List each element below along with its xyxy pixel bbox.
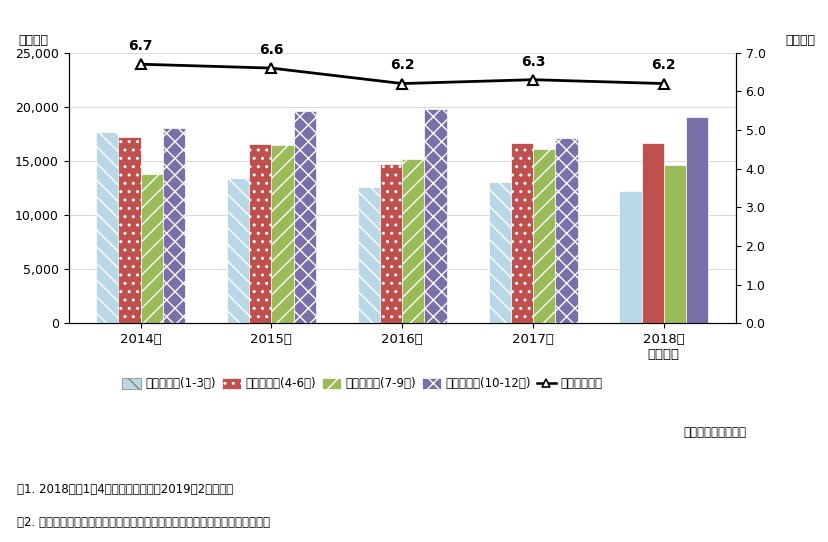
Bar xyxy=(293,111,315,324)
Bar xyxy=(271,145,293,324)
Bar xyxy=(358,187,379,324)
Text: 注1. 2018年第1〜4四半期は速報値（2019年2月現在）: 注1. 2018年第1〜4四半期は速報値（2019年2月現在） xyxy=(17,483,233,496)
Bar xyxy=(424,109,446,324)
Text: 6.7: 6.7 xyxy=(128,39,152,53)
Bar xyxy=(686,117,707,324)
Bar xyxy=(532,149,555,324)
Bar xyxy=(555,138,577,324)
Bar xyxy=(379,164,402,324)
Text: 矢野経済研究所調べ: 矢野経済研究所調べ xyxy=(682,427,745,440)
Text: 6.2: 6.2 xyxy=(651,59,676,73)
Text: 6.3: 6.3 xyxy=(520,55,545,69)
Bar xyxy=(402,159,424,324)
Bar xyxy=(141,174,162,324)
Bar xyxy=(96,132,118,324)
Text: 6.2: 6.2 xyxy=(389,59,414,73)
Bar xyxy=(227,178,249,324)
Text: （兆円）: （兆円） xyxy=(785,34,815,47)
Bar xyxy=(488,182,510,324)
Bar xyxy=(619,191,641,324)
Text: （億円）: （億円） xyxy=(18,34,49,47)
Bar xyxy=(510,143,532,324)
Bar xyxy=(249,144,271,324)
Bar xyxy=(663,165,686,324)
Bar xyxy=(118,137,141,324)
Bar xyxy=(162,128,185,324)
Legend: 第１四半期(1-3月), 第２四半期(4-6月), 第３四半期(7-9月), 第４四半期(10-12月), 年間市場規模: 第１四半期(1-3月), 第２四半期(4-6月), 第３四半期(7-9月), 第… xyxy=(117,373,607,395)
Text: 注2. 過去に遡って市場規模を再算出しているため、過去公表値とは一部異なる: 注2. 過去に遡って市場規模を再算出しているため、過去公表値とは一部異なる xyxy=(17,516,269,529)
Text: 6.6: 6.6 xyxy=(259,43,283,57)
Bar xyxy=(641,143,663,324)
